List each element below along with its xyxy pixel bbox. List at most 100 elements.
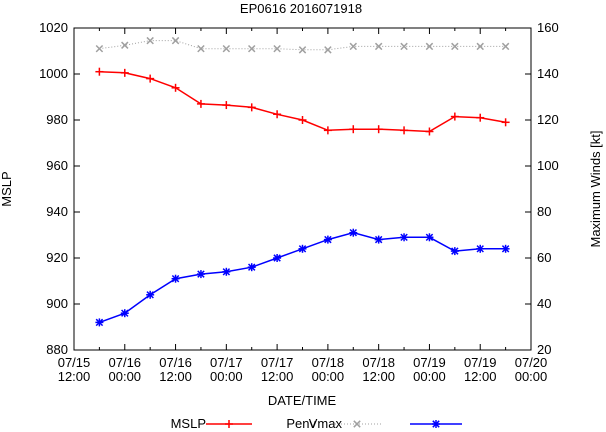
data-point-vmax — [247, 263, 256, 272]
data-point-vmax — [146, 290, 155, 299]
data-point-mslp — [450, 112, 459, 121]
y-tick-label-right: 140 — [537, 66, 559, 81]
data-point-mslp — [349, 125, 358, 134]
y-tick-label-right: 80 — [537, 204, 551, 219]
data-point-vmax — [95, 318, 104, 327]
data-point-mslp — [196, 99, 205, 108]
data-point-penv — [197, 44, 205, 53]
data-point-penv — [324, 46, 332, 54]
data-point-penv — [425, 42, 434, 51]
axes-layer: 880 900 920 940 960 980 1000 1020 20 40 60 80 100 120… — [39, 20, 559, 384]
x-tick-label: 12:00 — [362, 369, 395, 384]
data-point-penv — [374, 42, 383, 51]
y-axis-label-right: Maximum Winds [kt] — [588, 130, 603, 247]
y-tick-label-right: 40 — [537, 296, 551, 311]
x-tick-label: 07/20 — [515, 355, 548, 370]
data-point-penv — [121, 41, 129, 49]
data-point-vmax — [400, 233, 409, 242]
data-point-mslp — [222, 101, 231, 110]
data-point-mslp — [120, 68, 129, 77]
data-point-vmax — [374, 235, 383, 244]
series-line-penv — [99, 40, 506, 51]
y-tick-label-right: 60 — [537, 250, 551, 265]
y-tick-label-left: 1000 — [39, 66, 68, 81]
legend-marker-vmax — [432, 420, 440, 428]
y-tick-label-left: 920 — [46, 250, 68, 265]
data-point-vmax — [196, 270, 205, 279]
y-tick-label-left: 900 — [46, 296, 68, 311]
data-point-vmax — [273, 254, 282, 262]
x-tick-label: 07/17 — [261, 355, 294, 370]
legend-marker-penv — [353, 420, 361, 428]
y-axis-label-left: MSLP — [0, 171, 14, 206]
x-tick-label: 07/16 — [109, 355, 142, 370]
x-tick-label: 12:00 — [464, 369, 497, 384]
data-point-mslp — [95, 67, 104, 76]
x-tick-label: 12:00 — [261, 369, 294, 384]
data-point-penv — [451, 42, 459, 51]
data-point-mslp — [323, 126, 332, 135]
data-point-vmax — [476, 244, 485, 253]
x-tick-label: 07/19 — [464, 355, 497, 370]
legend-label-mslp: MSLP — [171, 416, 206, 431]
data-point-penv — [400, 42, 408, 51]
data-point-vmax — [171, 274, 180, 283]
data-point-mslp — [374, 125, 383, 134]
data-point-vmax — [298, 244, 307, 253]
data-point-penv — [247, 44, 256, 53]
y-tick-label-right: 120 — [537, 112, 559, 127]
data-point-mslp — [171, 83, 180, 92]
x-tick-label: 07/18 — [362, 355, 395, 370]
data-point-vmax — [501, 244, 510, 253]
y-tick-label-left: 960 — [46, 158, 68, 173]
y-tick-label-right: 20 — [537, 342, 551, 357]
legend-marker-mslp — [225, 420, 233, 428]
data-point-mslp — [400, 126, 409, 135]
legend-label-penv: Penv — [286, 416, 316, 431]
x-tick-label: 00:00 — [515, 369, 548, 384]
x-tick-label: 00:00 — [413, 369, 446, 384]
data-point-vmax — [450, 247, 459, 256]
x-tick-label: 12:00 — [159, 369, 192, 384]
data-point-mslp — [146, 74, 155, 83]
data-point-penv — [171, 36, 180, 45]
y-tick-label-right: 160 — [537, 20, 559, 35]
x-axis-label: DATE/TIME — [268, 393, 337, 408]
data-point-penv — [501, 42, 510, 51]
x-tick-label: 07/18 — [312, 355, 345, 370]
data-point-penv — [349, 42, 358, 51]
x-tick-label: 00:00 — [109, 369, 142, 384]
chart-title: EP0616 2016071918 — [240, 1, 362, 16]
data-point-mslp — [298, 116, 307, 124]
x-tick-label: 12:00 — [58, 369, 91, 384]
x-tick-label: 00:00 — [312, 369, 345, 384]
data-point-mslp — [501, 118, 510, 127]
x-tick-label: 00:00 — [210, 369, 243, 384]
data-point-penv — [95, 44, 104, 53]
data-point-vmax — [222, 267, 231, 276]
data-point-vmax — [425, 233, 434, 242]
x-tick-label: 07/15 — [58, 355, 91, 370]
data-point-penv — [273, 44, 281, 53]
data-point-mslp — [425, 127, 434, 136]
series-layer — [95, 36, 510, 327]
y-tick-label-right: 100 — [537, 158, 559, 173]
data-point-mslp — [247, 103, 256, 112]
data-point-vmax — [323, 235, 332, 244]
x-tick-label: 07/19 — [413, 355, 446, 370]
y-tick-label-left: 940 — [46, 204, 68, 219]
data-point-vmax — [349, 228, 358, 237]
data-point-penv — [146, 36, 154, 45]
legend-label-vmax: Vmax — [309, 416, 343, 431]
data-point-penv — [222, 44, 231, 53]
y-tick-label-left: 1020 — [39, 20, 68, 35]
data-point-vmax — [120, 309, 129, 318]
y-tick-label-left: 980 — [46, 112, 68, 127]
x-tick-label: 07/17 — [210, 355, 243, 370]
data-point-penv — [298, 46, 307, 54]
data-point-mslp — [273, 110, 282, 119]
y-tick-label-left: 880 — [46, 342, 68, 357]
data-point-penv — [476, 42, 484, 51]
